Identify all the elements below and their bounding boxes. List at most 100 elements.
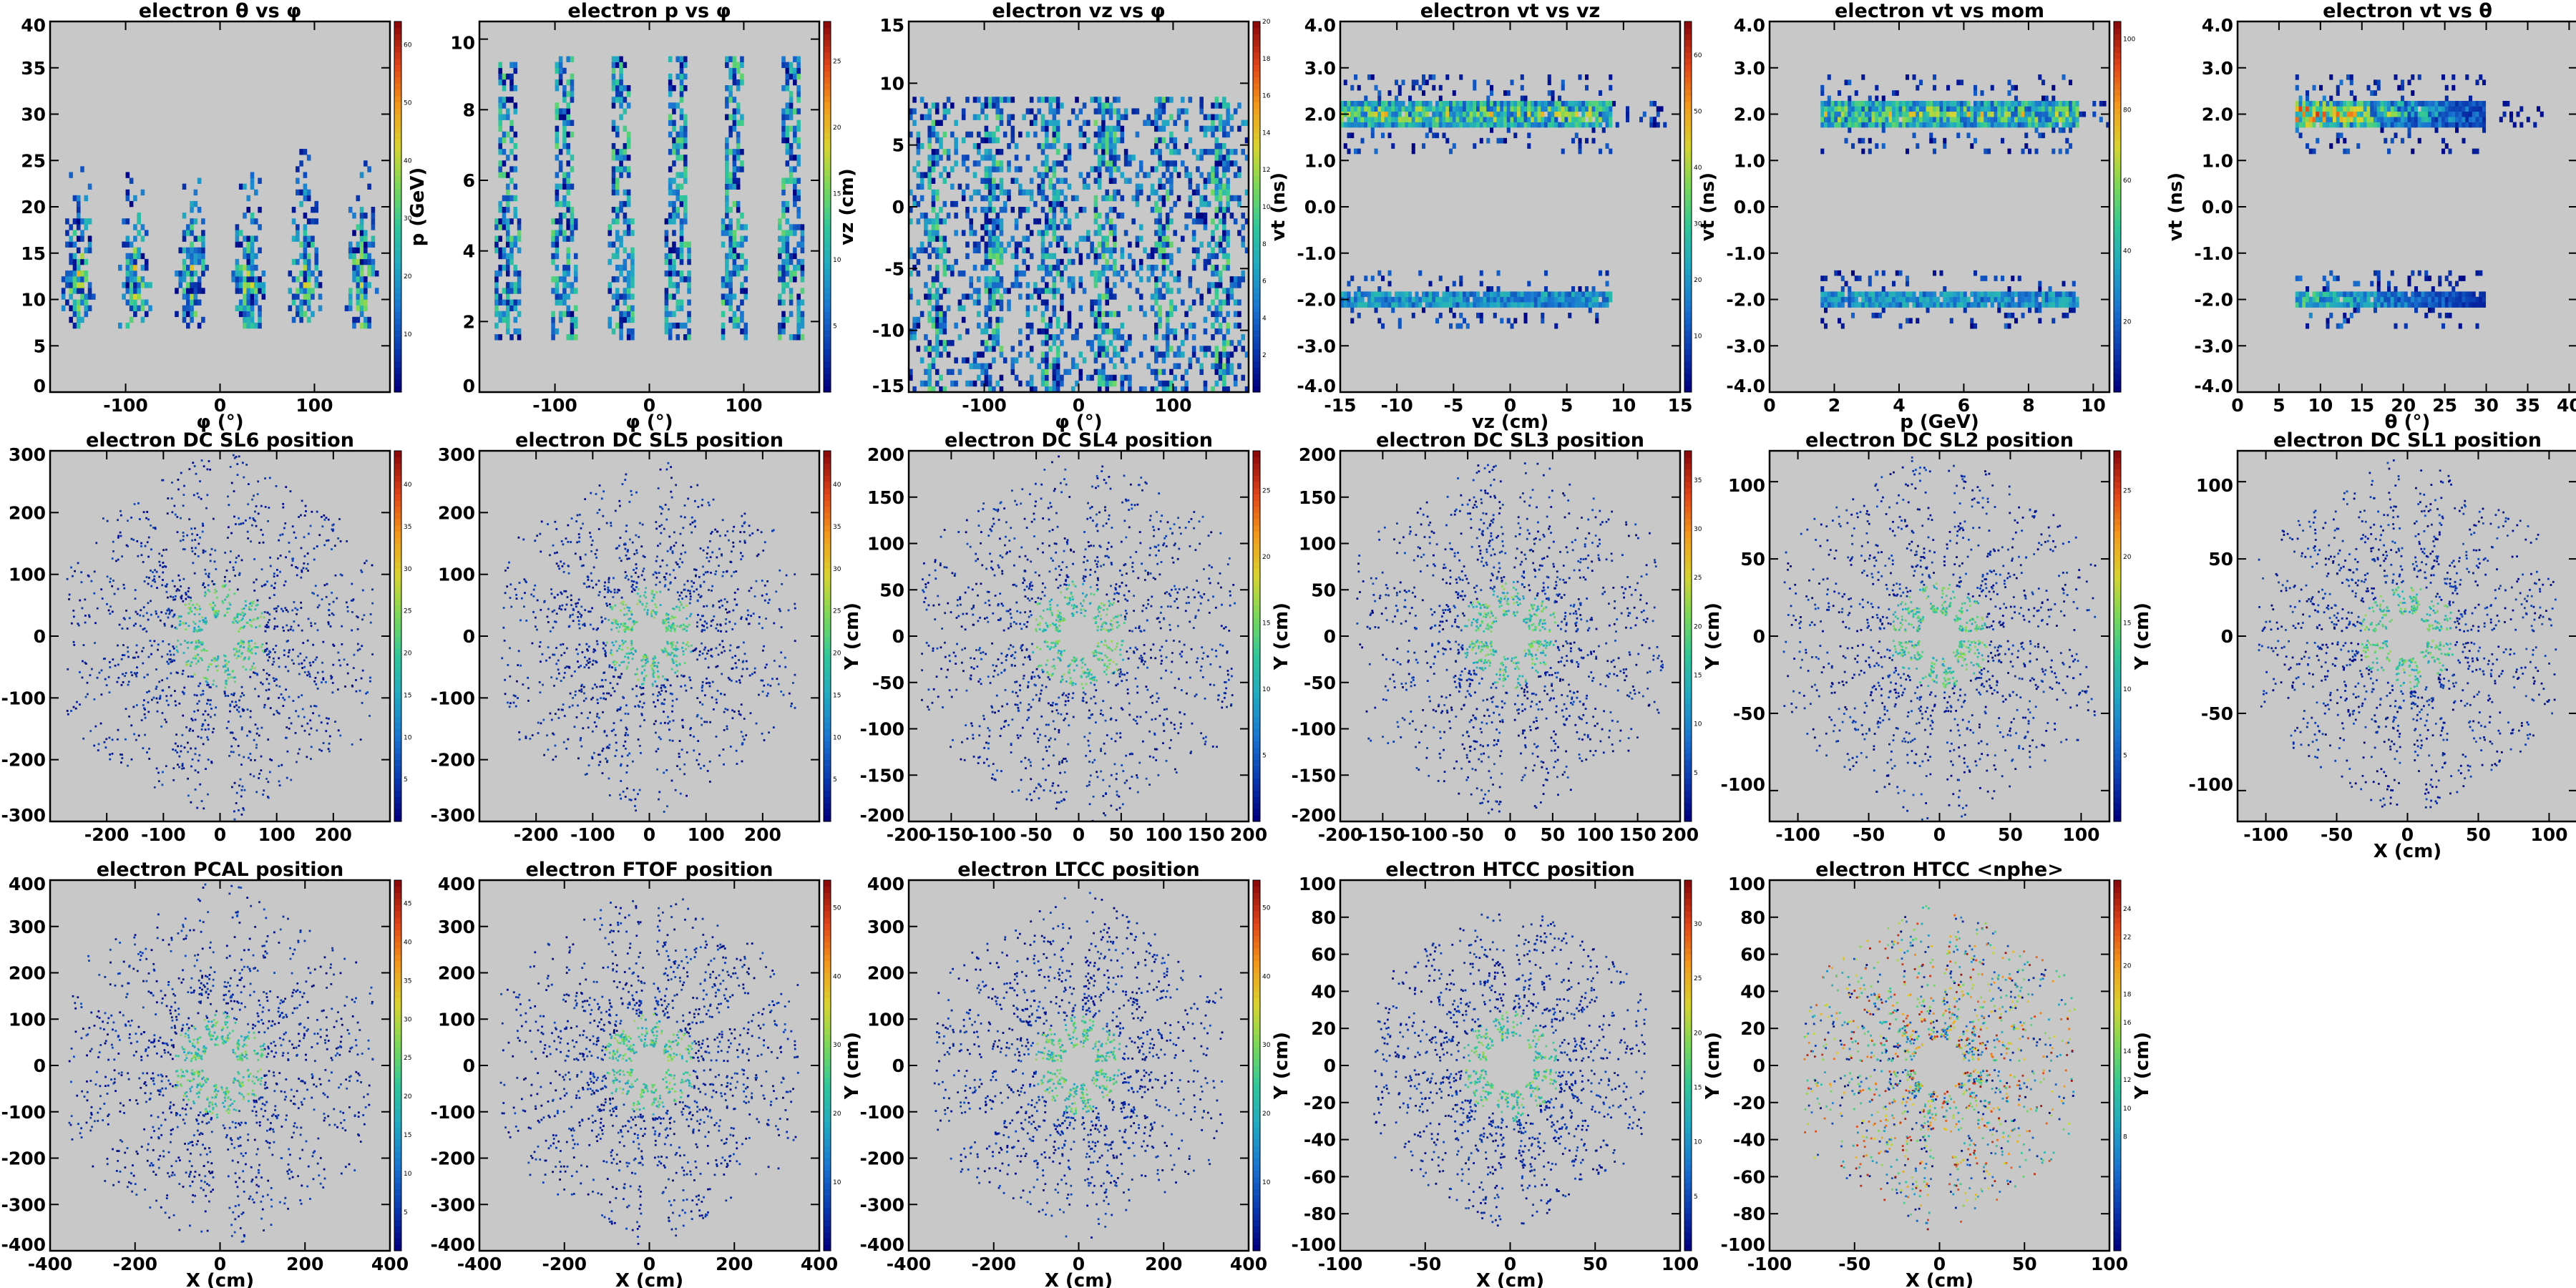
colorbar-segment [394,52,401,59]
heatmap-cell [1960,122,1964,128]
heatmap-cell [785,241,790,248]
heatmap-cell [1939,106,1943,112]
heatmap-cell [1040,258,1045,265]
heatmap-cell [1459,323,1463,329]
heatmap-cell [144,299,149,306]
heatmap-cell [1173,137,1178,144]
heatmap-cell [725,114,729,120]
heatmap-cell [1591,111,1596,117]
heatmap-cell [796,119,801,126]
heatmap-cell [1229,369,1234,376]
heatmap-cell [1214,253,1219,260]
heatmap-cell [1473,291,1477,298]
heatmap-cell [789,311,794,318]
heatmap-cell [1165,166,1170,172]
heatmap-cell [931,282,936,288]
heatmap-cell [570,207,575,213]
heatmap-cell [1370,117,1375,122]
heatmap-cell [1108,102,1113,109]
heatmap-cell [668,311,673,318]
heatmap-cell [1214,241,1219,248]
heatmap-cell [193,288,198,294]
colorbar-segment [1253,386,1260,393]
heatmap-cell [1022,270,1026,277]
heatmap-cell [137,247,141,254]
heatmap-cell [980,264,985,271]
heatmap-cell [498,299,502,306]
heatmap-cell [238,230,243,236]
heatmap-cell [562,276,567,283]
heatmap-cell [562,108,567,114]
heatmap-cell [924,114,928,120]
heatmap-cell [1165,288,1170,294]
heatmap-cell [1029,293,1034,300]
heatmap-cell [683,276,688,283]
heatmap-cell [1040,369,1045,376]
heatmap-cell [732,322,737,329]
heatmap-cell [732,200,737,208]
heatmap-cell [630,282,635,288]
heatmap-cell [1571,117,1576,122]
colorbar-segment [1684,77,1692,84]
heatmap-cell [509,253,514,260]
heatmap-cell [1128,253,1132,260]
heatmap-cell [1510,117,1514,122]
heatmap-cell [1609,111,1613,117]
heatmap-cell [513,264,518,271]
heatmap-cell [1395,111,1399,117]
heatmap-cell [984,177,989,184]
heatmap-cell [1120,114,1125,120]
heatmap-cell [1226,293,1230,300]
heatmap-cell [740,213,744,219]
heatmap-cell [1848,111,1852,117]
heatmap-cell [1093,142,1098,150]
heatmap-cell [1936,302,1940,308]
heatmap-cell [314,218,319,225]
heatmap-cell [1165,213,1170,219]
heatmap-cell [1824,122,1828,128]
heatmap-cell [1551,90,1555,96]
heatmap-cell [1452,313,1456,318]
heatmap-cell [314,247,319,254]
heatmap-cell [1048,253,1053,260]
heatmap-cell [573,224,578,230]
heatmap-cell [1578,117,1582,122]
heatmap-cell [736,224,741,230]
heatmap-cell [1105,288,1110,294]
heatmap-cell [987,386,992,393]
heatmap-cell [1585,302,1589,308]
heatmap-cell [517,311,522,318]
heatmap-cell [1360,111,1365,117]
heatmap-cell [1161,183,1166,190]
colorbar-segment [824,58,831,65]
heatmap-cell [494,299,499,306]
heatmap-cell [1459,101,1463,107]
heatmap-cell [1165,142,1170,150]
colorbar-segment [394,213,401,220]
heatmap-cell [1465,101,1470,107]
heatmap-cell [672,125,676,132]
heatmap-cell [1055,195,1060,202]
heatmap-cell [664,293,669,300]
heatmap-cell [1445,74,1450,80]
heatmap-cell [1040,177,1045,184]
heatmap-cell [675,137,680,144]
heatmap-cell [1191,230,1196,236]
heatmap-cell [1435,106,1440,112]
heatmap-cell [133,270,137,277]
heatmap-cell [1357,84,1361,91]
heatmap-cell [1060,270,1064,277]
heatmap-cell [2004,111,2008,117]
heatmap-cell [1360,101,1365,107]
heatmap-cell [1138,160,1143,167]
x-tick-label: -15 [1324,395,1356,416]
heatmap-cell [1018,241,1023,248]
colorbar-segment [824,151,831,158]
heatmap-cell [1432,122,1436,128]
heatmap-cell [935,305,940,311]
heatmap-cell [732,311,737,318]
heatmap-cell [509,79,514,86]
heatmap-cell [785,235,790,242]
heatmap-cell [1211,189,1215,196]
heatmap-cell [1143,311,1147,318]
